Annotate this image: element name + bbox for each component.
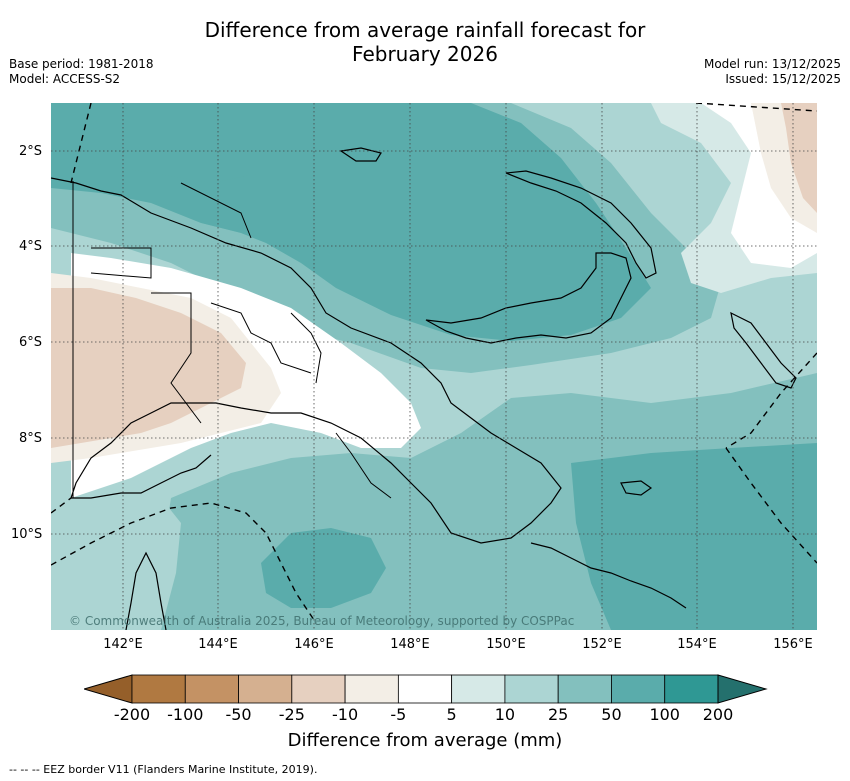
title-line-1: Difference from average rainfall forecas… [204, 18, 646, 42]
lat-label-2s: 2°S [19, 144, 43, 159]
base-period: Base period: 1981-2018 [9, 57, 154, 71]
colorbar-extend-low [84, 674, 133, 704]
colorbar-cell [238, 674, 293, 704]
manus-island [339, 147, 382, 162]
colorbar-cell [611, 674, 666, 704]
colorbar-cell [664, 674, 719, 704]
title-line-2: February 2026 [352, 42, 498, 66]
colorbar-cell [131, 674, 186, 704]
colorbar-cell [451, 674, 506, 704]
lat-label-6s: 6°S [19, 335, 43, 350]
cape-york [125, 551, 167, 630]
colorbar-cell [184, 674, 239, 704]
meta-right: Model run: 13/12/2025 Issued: 15/12/2025 [704, 57, 841, 87]
colorbar [84, 674, 768, 704]
map-title: Difference from average rainfall forecas… [0, 18, 850, 66]
bougainville [730, 311, 797, 389]
colorbar-cell [291, 674, 346, 704]
shade-50-100-south [261, 528, 386, 608]
model-run: Model run: 13/12/2025 [703, 57, 841, 71]
coastlines [51, 147, 797, 630]
colorbar-tick-label: -10 [332, 705, 359, 724]
shade-50-100-northwest [51, 103, 291, 183]
colorbar-cell [397, 674, 453, 704]
model-name: Model: ACCESS-S2 [9, 72, 121, 86]
eez-borders [51, 103, 817, 624]
lon-label-150e: 150°E [486, 637, 526, 652]
colorbar-cell [504, 674, 559, 704]
coral-sea-islands [620, 480, 653, 496]
colorbar-tick-label: 5 [446, 705, 457, 724]
colorbar-tick-label: -100 [167, 705, 204, 724]
new-ireland [505, 170, 657, 279]
colorbar-tick-label: 25 [547, 705, 569, 724]
lon-label-156e: 156°E [773, 637, 813, 652]
lon-label-144e: 144°E [198, 637, 238, 652]
colorbar-tick-label: 200 [702, 705, 734, 724]
province-borders [72, 181, 392, 499]
colorbar-tick-label: -50 [225, 705, 252, 724]
colorbar-tick-label: -5 [390, 705, 407, 724]
new-britain [425, 252, 632, 344]
colorbar-tick-label: -200 [113, 705, 151, 724]
lon-label-154e: 154°E [677, 637, 717, 652]
issued-date: Issued: 15/12/2025 [725, 72, 841, 86]
lat-label-4s: 4°S [19, 239, 43, 254]
louisiade-chain [530, 542, 687, 609]
colorbar-cell [344, 674, 399, 704]
lon-label-152e: 152°E [582, 637, 622, 652]
colorbar-title: Difference from average (mm) [287, 730, 563, 751]
lat-label-8s: 8°S [19, 431, 43, 446]
new-guinea-mainland [51, 177, 562, 544]
colorbar-tick-label: 10 [494, 705, 516, 724]
colorbar-tick-label: -25 [278, 705, 305, 724]
meta-left: Base period: 1981-2018 Model: ACCESS-S2 [9, 57, 154, 87]
lon-label-148e: 148°E [390, 637, 430, 652]
lon-label-142e: 142°E [103, 637, 143, 652]
shade-neg10-neg25-northeast [781, 103, 817, 213]
lon-label-146e: 146°E [294, 637, 334, 652]
shade-neg10-neg25-west [51, 288, 246, 448]
shade-10-25-southwest [51, 498, 181, 630]
colorbar-tick-label: 100 [649, 705, 680, 724]
colorbar-tick-label: 50 [601, 705, 622, 724]
copyright-notice: © Commonwealth of Australia 2025, Bureau… [69, 614, 575, 628]
shade-50-100-southeast [571, 443, 817, 630]
lat-label-10s: 10°S [11, 527, 43, 542]
rainfall-map[interactable] [51, 103, 817, 630]
colorbar-extend-high [717, 674, 768, 704]
colorbar-cell [557, 674, 612, 704]
eez-legend-note: -- -- -- EEZ border V11 (Flanders Marine… [9, 763, 318, 776]
